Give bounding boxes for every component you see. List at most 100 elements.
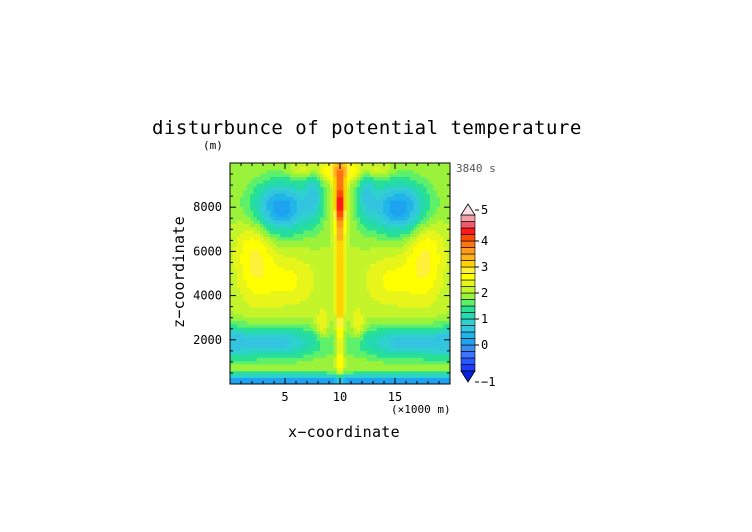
field-cell	[390, 350, 394, 355]
field-cell	[440, 229, 444, 234]
field-cell	[380, 169, 384, 174]
field-cell	[293, 253, 298, 258]
field-cell	[413, 333, 418, 338]
field-cell	[400, 253, 404, 258]
field-cell	[293, 303, 298, 308]
field-cell	[406, 273, 411, 278]
field-cell	[243, 216, 248, 221]
field-cell	[380, 243, 384, 248]
field-cell	[293, 337, 298, 342]
field-cell	[310, 266, 314, 271]
field-cell	[433, 179, 438, 184]
field-cell	[440, 266, 444, 271]
field-cell	[280, 270, 284, 275]
field-cell	[396, 189, 401, 194]
field-cell	[406, 306, 411, 311]
field-cell	[356, 373, 361, 378]
field-cell	[376, 290, 381, 295]
field-cell	[443, 263, 448, 268]
field-cell	[400, 263, 404, 268]
field-cell	[396, 176, 401, 181]
x-tick-label: 10	[333, 390, 347, 404]
field-cell	[406, 250, 411, 255]
field-cell	[383, 240, 388, 244]
field-cell	[303, 343, 308, 348]
field-cell	[410, 206, 414, 211]
field-cell	[343, 229, 348, 234]
field-cell	[326, 303, 331, 308]
field-cell	[233, 246, 238, 251]
field-cell	[283, 283, 288, 288]
field-cell	[400, 250, 404, 255]
field-cell	[340, 243, 344, 248]
field-cell	[350, 347, 354, 352]
field-cell	[280, 373, 284, 378]
field-cell	[346, 163, 351, 167]
field-cell	[403, 196, 408, 201]
field-cell	[320, 219, 324, 224]
field-cell	[380, 246, 384, 251]
field-cell	[440, 253, 444, 258]
field-cell	[326, 340, 331, 345]
field-cell	[253, 216, 258, 221]
field-cell	[363, 163, 368, 167]
field-cell	[370, 333, 374, 338]
field-cell	[333, 173, 338, 177]
field-cell	[296, 280, 301, 285]
field-cell	[290, 176, 294, 181]
field-cell	[293, 353, 298, 358]
field-cell	[373, 340, 378, 345]
field-cell	[306, 246, 311, 251]
field-cell	[380, 286, 384, 291]
field-cell	[230, 189, 234, 194]
field-cell	[363, 327, 368, 332]
field-cell	[333, 223, 338, 228]
field-cell	[406, 333, 411, 338]
field-cell	[343, 320, 348, 325]
field-cell	[270, 283, 274, 288]
field-cell	[276, 229, 281, 234]
field-cell	[340, 310, 344, 315]
field-cell	[336, 373, 341, 378]
field-cell	[233, 273, 238, 278]
field-cell	[370, 179, 374, 184]
field-cell	[336, 176, 341, 181]
field-cell	[236, 199, 241, 204]
field-cell	[390, 296, 394, 301]
field-cell	[340, 343, 344, 348]
field-cell	[373, 266, 378, 271]
field-cell	[250, 367, 254, 372]
field-cell	[293, 323, 298, 328]
field-cell	[390, 163, 394, 167]
field-cell	[296, 320, 301, 325]
field-cell	[433, 290, 438, 295]
field-cell	[303, 246, 308, 251]
field-cell	[273, 196, 278, 201]
field-cell	[436, 236, 441, 241]
field-cell	[320, 189, 324, 194]
field-cell	[386, 186, 391, 191]
field-cell	[356, 303, 361, 308]
field-cell	[340, 337, 344, 342]
field-cell	[316, 203, 321, 208]
field-cell	[323, 236, 328, 241]
field-cell	[410, 233, 414, 238]
field-cell	[243, 213, 248, 218]
field-cell	[330, 303, 334, 308]
field-cell	[430, 337, 434, 342]
field-cell	[256, 280, 261, 285]
colorbar-band	[460, 325, 476, 333]
field-cell	[240, 199, 244, 204]
field-cell	[396, 186, 401, 191]
field-cell	[280, 246, 284, 251]
field-cell	[340, 260, 344, 265]
field-cell	[350, 176, 354, 181]
field-cell	[443, 373, 448, 378]
field-cell	[290, 243, 294, 248]
field-cell	[273, 337, 278, 342]
field-cell	[400, 206, 404, 211]
field-cell	[376, 333, 381, 338]
field-cell	[330, 193, 334, 198]
field-cell	[333, 246, 338, 251]
field-cell	[393, 333, 398, 338]
